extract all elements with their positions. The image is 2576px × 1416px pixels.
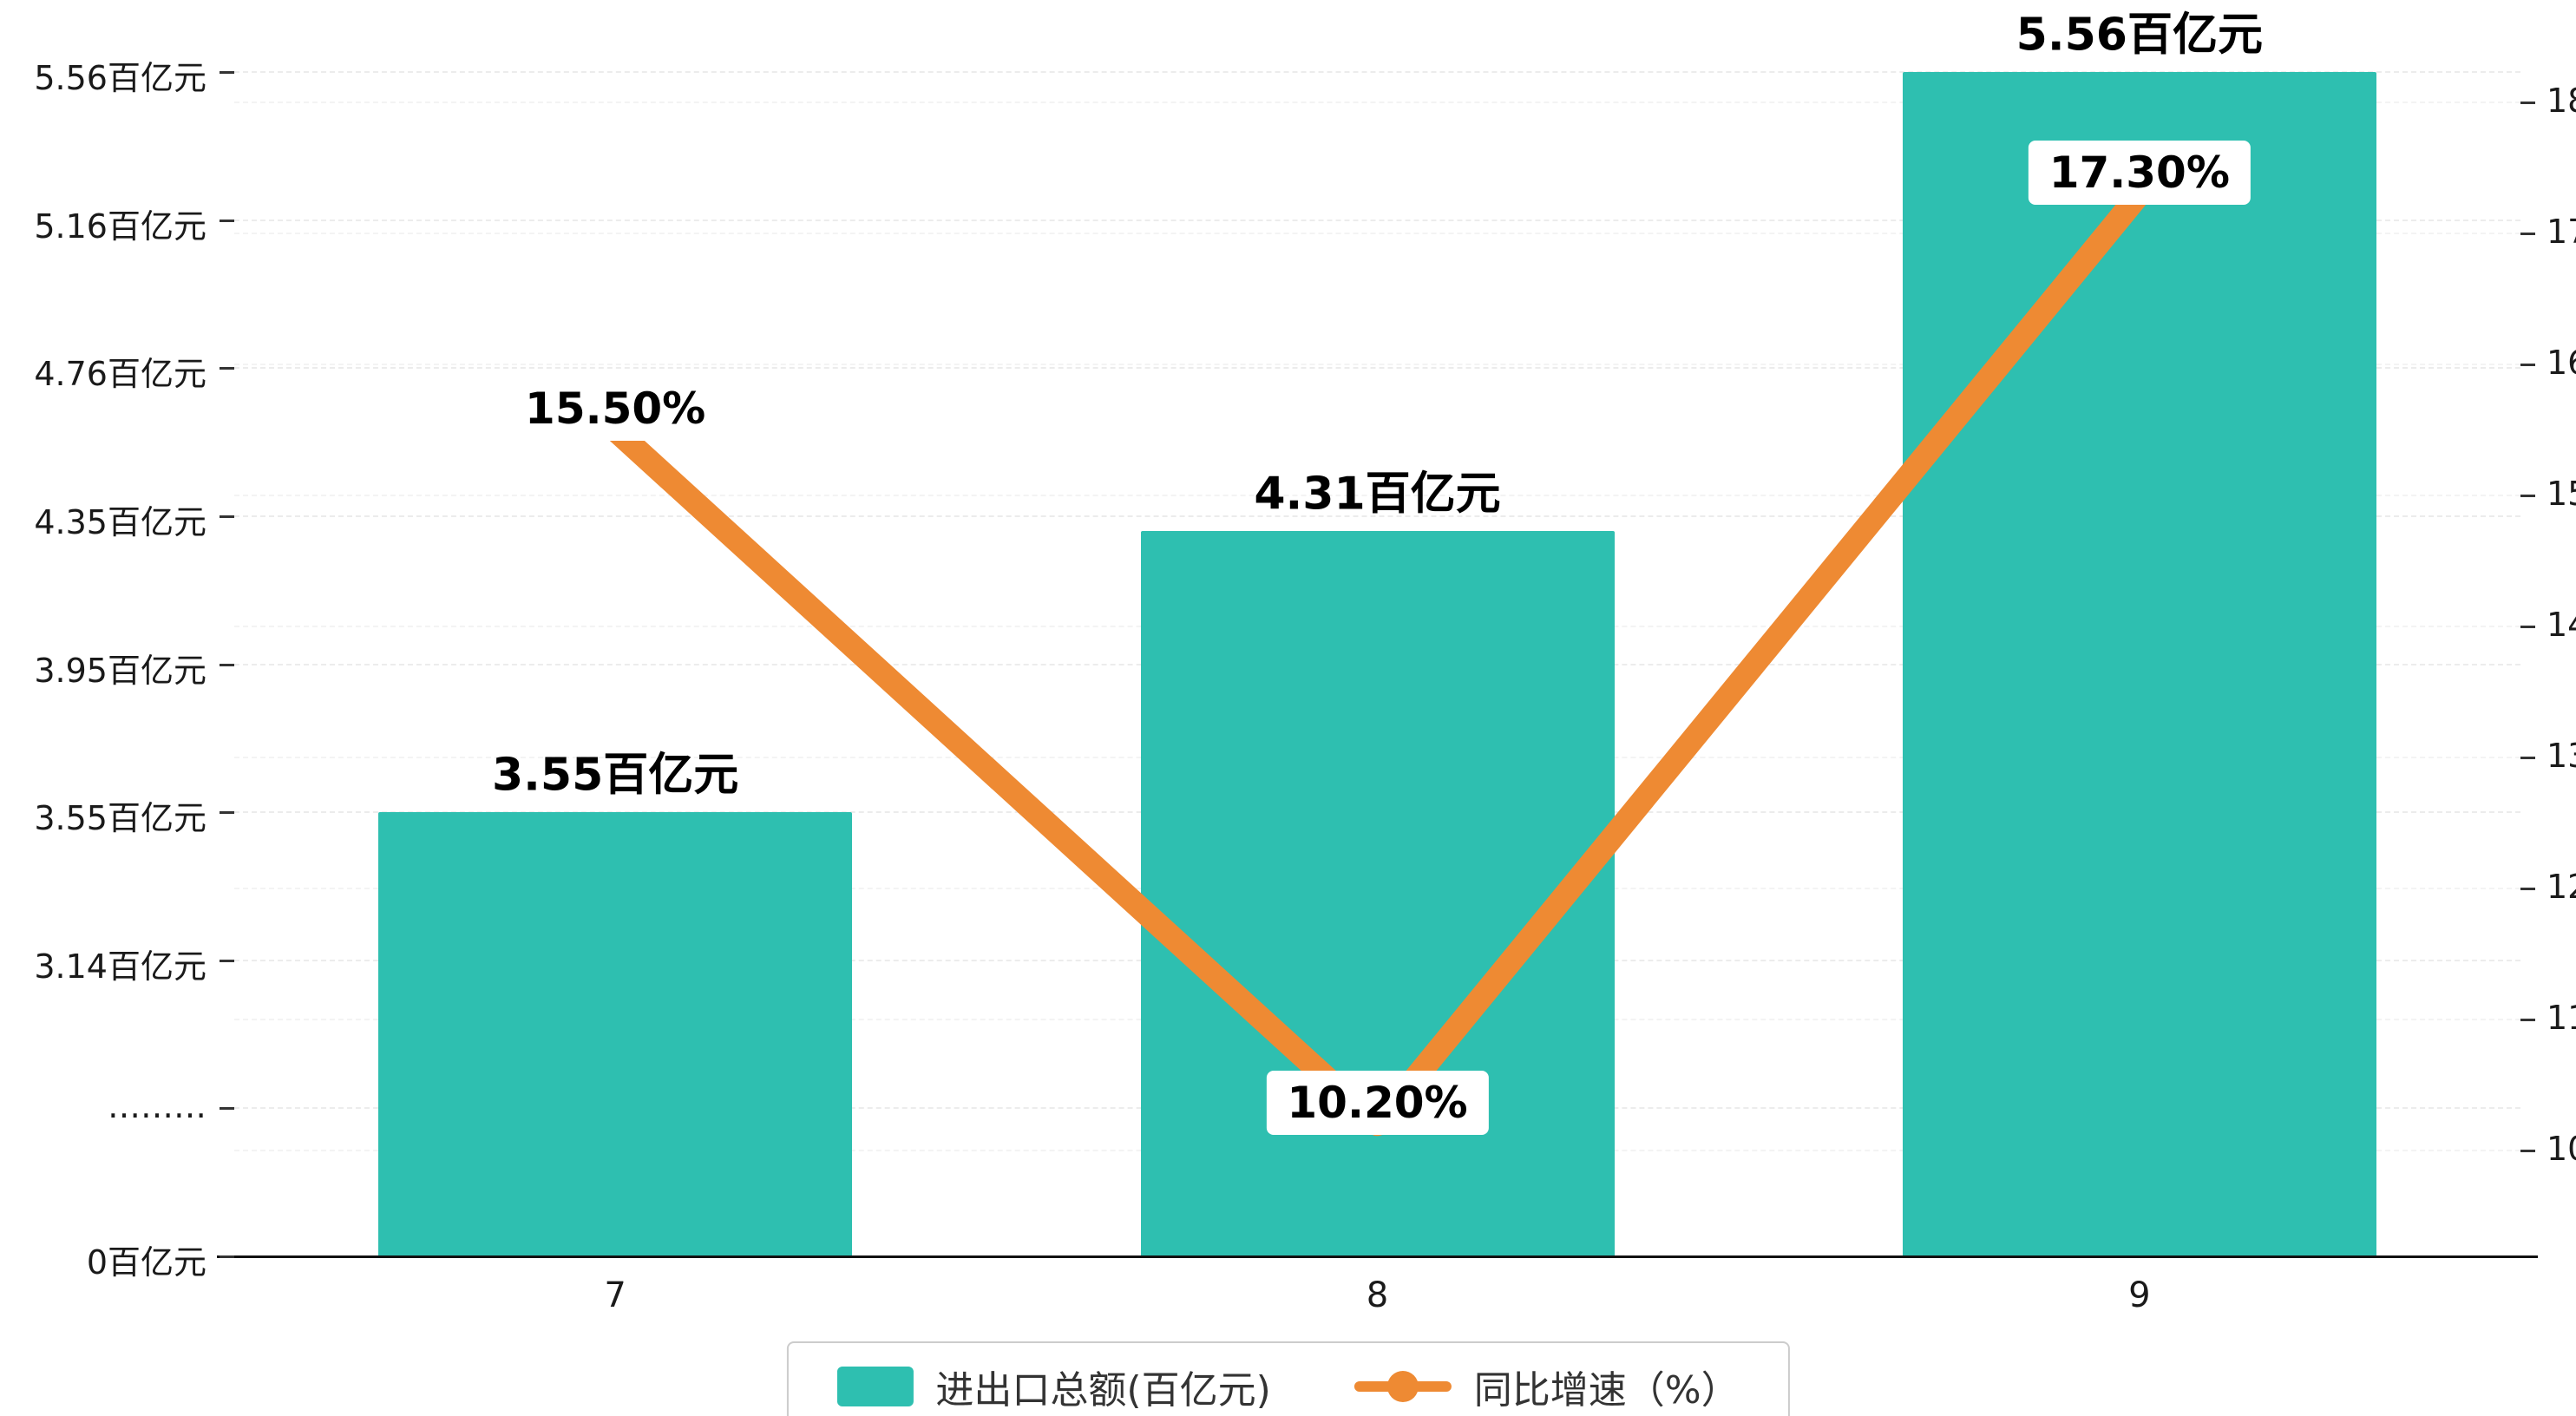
- right-axis-tick: [2520, 1019, 2535, 1021]
- bar-value-label: 5.56百亿元: [2016, 9, 2263, 62]
- left-axis-tick: [220, 367, 234, 370]
- right-axis-tick-label: 14: [2547, 606, 2576, 644]
- x-axis-label: 8: [1366, 1275, 1389, 1315]
- right-axis-tick-label: 11: [2547, 999, 2576, 1037]
- right-axis-tick-label: 16: [2547, 344, 2576, 382]
- right-axis-tick-label: 18: [2547, 82, 2576, 120]
- h-gridline: [234, 71, 2520, 73]
- right-axis-tick: [2520, 495, 2535, 497]
- right-axis-tick-label: 17: [2547, 213, 2576, 251]
- left-axis-tick-label: 3.55百亿元: [34, 799, 206, 838]
- left-axis-tick: [220, 71, 234, 74]
- bar-value-label: 4.31百亿元: [1254, 468, 1501, 521]
- left-axis-tick-label: 5.16百亿元: [34, 206, 206, 246]
- legend-label-growth-rate: 同比增速（%）: [1473, 1368, 1740, 1413]
- left-axis-tick-label: ………: [108, 1087, 206, 1126]
- left-axis-tick: [220, 811, 234, 815]
- h-gridline-minor: [234, 233, 2520, 234]
- h-gridline: [234, 515, 2520, 517]
- bar-series-swatch-icon: [836, 1367, 914, 1406]
- legend-label-imports-exports: 进出口总额(百亿元): [935, 1368, 1271, 1413]
- left-axis-tick: [220, 1107, 234, 1111]
- right-axis-tick-label: 15: [2547, 475, 2576, 513]
- left-axis-tick-label: 4.35百亿元: [34, 502, 206, 541]
- h-gridline-minor: [234, 495, 2520, 496]
- left-axis-tick: [220, 219, 234, 222]
- right-axis-tick-label: 12: [2547, 868, 2576, 906]
- bar-7: [378, 812, 853, 1256]
- right-axis-tick-label: 13: [2547, 737, 2576, 775]
- left-axis-tick-label: 0百亿元: [86, 1243, 206, 1282]
- right-axis-tick: [2520, 364, 2535, 366]
- left-axis-tick-label: 4.76百亿元: [34, 355, 206, 394]
- left-axis-tick-label: 5.56百亿元: [34, 59, 206, 97]
- right-axis-tick: [2520, 757, 2535, 759]
- h-gridline: [234, 219, 2520, 221]
- bar-value-label: 3.55百亿元: [492, 749, 739, 802]
- line-point-label: 10.20%: [1266, 1070, 1489, 1135]
- x-axis-label: 7: [604, 1275, 626, 1315]
- right-axis-tick-label: 10: [2547, 1130, 2576, 1168]
- left-axis-tick: [220, 663, 234, 666]
- line-point-label: 17.30%: [2028, 140, 2251, 205]
- legend-item-growth-rate[interactable]: 同比增速（%）: [1354, 1359, 1740, 1414]
- h-gridline-minor: [234, 364, 2520, 365]
- left-axis-tick-label: 3.95百亿元: [34, 651, 206, 690]
- left-axis-tick-label: 3.14百亿元: [34, 947, 206, 986]
- x-axis-label: 9: [2128, 1275, 2151, 1315]
- h-gridline: [234, 367, 2520, 370]
- right-axis-tick: [2520, 626, 2535, 628]
- right-axis-tick: [2520, 102, 2535, 104]
- h-gridline-minor: [234, 102, 2520, 103]
- line-point-label: 15.50%: [504, 376, 727, 441]
- left-axis-tick: [220, 959, 234, 962]
- x-axis-line: [217, 1255, 2538, 1258]
- line-series-marker-icon: [1354, 1367, 1452, 1406]
- left-axis-tick: [220, 515, 234, 518]
- right-axis-tick: [2520, 233, 2535, 235]
- left-axis-tick: [220, 1255, 234, 1258]
- legend: 进出口总额(百亿元) 同比增速（%）: [786, 1341, 1790, 1416]
- right-axis-tick: [2520, 888, 2535, 890]
- legend-item-imports-exports[interactable]: 进出口总额(百亿元): [836, 1359, 1271, 1414]
- right-axis-tick: [2520, 1150, 2535, 1152]
- bar-9: [1902, 72, 2376, 1256]
